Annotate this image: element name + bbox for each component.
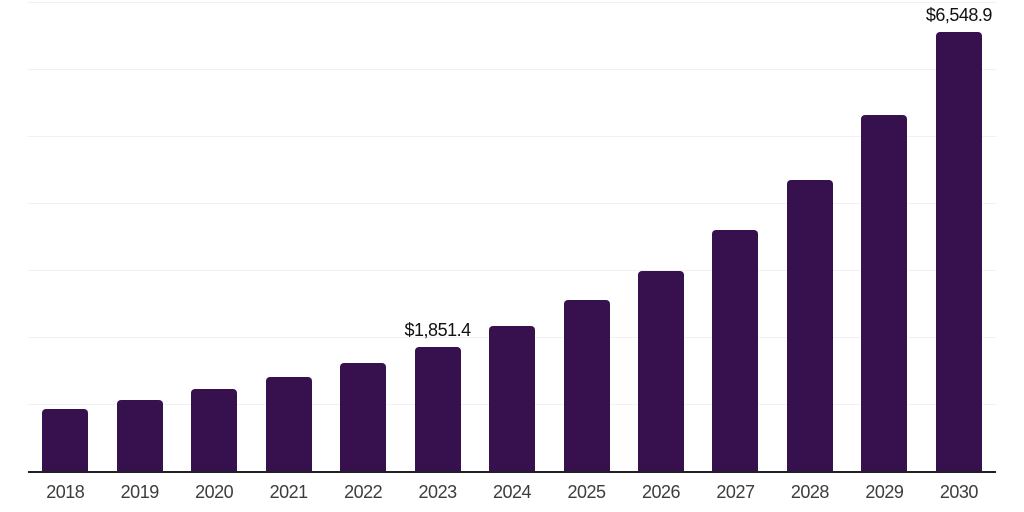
bar-2018: [42, 409, 89, 471]
gridline: [28, 203, 996, 204]
x-tick-label-2027: 2027: [716, 482, 755, 502]
gridline: [28, 136, 996, 137]
bar-column-2029: [847, 2, 921, 471]
bar-column-2021: [251, 2, 325, 471]
bar-column-2018: [28, 2, 102, 471]
plot-area: $1,851.4 $6,548.9: [28, 2, 996, 473]
bar-column-2030: $6,548.9: [922, 2, 996, 471]
x-tick-label-2030: 2030: [939, 482, 979, 502]
bar-column-2024: [475, 2, 549, 471]
gridline: [28, 2, 996, 3]
x-tick-label-2025: 2025: [567, 482, 606, 502]
bar-column-2023: $1,851.4: [400, 2, 474, 471]
bar-column-2020: [177, 2, 251, 471]
bar-column-2027: [698, 2, 772, 471]
bar-2019: [116, 400, 163, 471]
bar-2022: [340, 363, 387, 471]
bars-container: $1,851.4 $6,548.9: [28, 2, 996, 471]
bar-2027: [712, 230, 759, 471]
x-tick-label-2022: 2022: [344, 482, 383, 502]
bar-column-2028: [773, 2, 847, 471]
bar-2023: [414, 347, 461, 471]
bar-2025: [563, 300, 610, 471]
bar-2021: [265, 377, 312, 471]
bar-column-2026: [624, 2, 698, 471]
bar-column-2025: [549, 2, 623, 471]
x-tick-label-2029: 2029: [865, 482, 904, 502]
bar-2020: [191, 389, 238, 471]
x-tick-label-2018: 2018: [46, 482, 85, 502]
bar-2024: [489, 326, 536, 471]
bar-2026: [637, 271, 684, 471]
bar-2029: [861, 115, 908, 471]
x-axis-labels: 2018 2019 2020 2021 2022 2023 2024 2025 2026 2027…: [28, 473, 996, 512]
data-label-2030: $6,548.9: [925, 5, 993, 25]
x-tick-label-2024: 2024: [493, 482, 532, 502]
x-tick-label-2023: 2023: [418, 482, 458, 502]
x-tick-label-2020: 2020: [195, 482, 234, 502]
bar-column-2022: [326, 2, 400, 471]
bar-column-2019: [102, 2, 176, 471]
bar-2028: [786, 180, 833, 471]
bar-2030: [935, 32, 982, 471]
gridline: [28, 69, 996, 70]
gridline: [28, 270, 996, 271]
x-tick-label-2026: 2026: [641, 482, 681, 502]
x-tick-label-2028: 2028: [790, 482, 830, 502]
data-label-2023: $1,851.4: [404, 320, 472, 340]
x-tick-label-2021: 2021: [269, 482, 309, 502]
x-tick-label-2019: 2019: [120, 482, 160, 502]
